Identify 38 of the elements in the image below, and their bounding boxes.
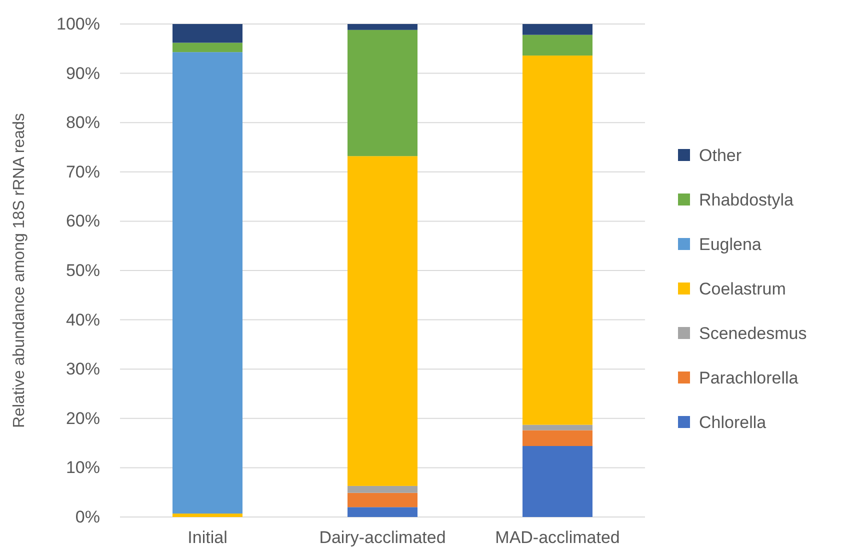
legend-label: Other xyxy=(699,146,742,165)
bar xyxy=(348,24,418,30)
bar xyxy=(172,52,242,514)
y-tick-label: 30% xyxy=(66,360,100,379)
y-tick-label: 70% xyxy=(66,162,100,182)
bar xyxy=(522,24,592,35)
bar xyxy=(522,34,592,56)
legend-label: Parachlorella xyxy=(699,368,799,388)
bar xyxy=(522,430,592,446)
y-tick-label: 100% xyxy=(56,14,100,34)
bar xyxy=(348,486,418,493)
x-tick-label: Initial xyxy=(188,528,228,548)
bar xyxy=(348,507,418,517)
bar xyxy=(172,24,242,43)
bar xyxy=(522,424,592,430)
bar xyxy=(522,56,592,425)
legend-label: Rhabdostyla xyxy=(699,190,794,210)
legend-label: Scenedesmus xyxy=(699,324,807,343)
y-tick-label: 0% xyxy=(75,507,100,526)
y-tick-label: 20% xyxy=(66,408,100,428)
y-tick-label: 10% xyxy=(66,458,100,478)
legend-label: Chlorella xyxy=(699,413,767,432)
y-tick-label: 60% xyxy=(66,212,100,231)
legend-label: Euglena xyxy=(699,235,762,254)
legend-label: Coelastrum xyxy=(699,280,786,298)
x-tick-label: MAD-acclimated xyxy=(495,528,620,548)
y-tick-label: 50% xyxy=(66,260,100,280)
bar xyxy=(348,492,418,508)
y-axis-title: Relative abundance among 18S rRNA reads xyxy=(11,113,28,428)
bar xyxy=(172,514,242,517)
bar xyxy=(172,42,242,52)
x-tick-label: Dairy-acclimated xyxy=(319,528,446,548)
y-tick-label: 40% xyxy=(66,310,100,330)
bar xyxy=(348,30,418,156)
y-tick-label: 90% xyxy=(66,64,100,83)
bar xyxy=(522,446,592,517)
bar xyxy=(348,156,418,486)
y-tick-label: 80% xyxy=(66,113,100,132)
